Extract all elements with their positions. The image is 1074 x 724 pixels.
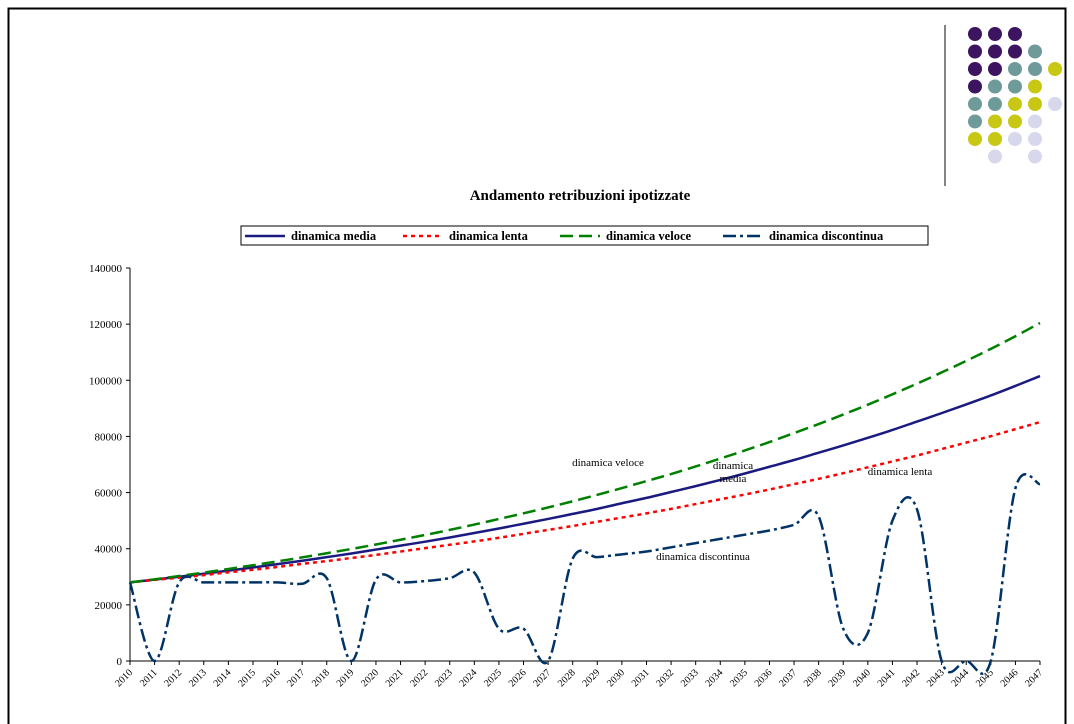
dot bbox=[988, 150, 1002, 164]
y-tick-label: 100000 bbox=[89, 375, 123, 387]
legend-label: dinamica discontinua bbox=[769, 229, 884, 243]
annotation: dinamica veloce bbox=[572, 457, 644, 469]
y-tick-label: 0 bbox=[117, 656, 123, 668]
y-tick-label: 140000 bbox=[89, 263, 123, 275]
slide-border bbox=[9, 9, 1066, 724]
dot bbox=[968, 132, 982, 146]
dot bbox=[1028, 132, 1042, 146]
dot bbox=[1028, 80, 1042, 94]
dot bbox=[1008, 115, 1022, 129]
chart-title: Andamento retribuzioni ipotizzate bbox=[470, 188, 691, 204]
y-tick-label: 120000 bbox=[89, 319, 123, 331]
dot bbox=[988, 115, 1002, 129]
dot bbox=[968, 27, 982, 41]
page: {"chart_data": {"type": "line", "title":… bbox=[0, 0, 1074, 724]
dot bbox=[988, 132, 1002, 146]
dot bbox=[1008, 62, 1022, 76]
legend-label: dinamica media bbox=[291, 229, 377, 243]
y-tick-label: 40000 bbox=[95, 544, 123, 556]
legend-label: dinamica veloce bbox=[606, 229, 692, 243]
annotation: dinamica bbox=[713, 460, 753, 472]
y-tick-label: 60000 bbox=[95, 488, 123, 500]
annotation: media bbox=[720, 473, 747, 485]
dot bbox=[1008, 27, 1022, 41]
annotation: dinamica lenta bbox=[868, 466, 933, 478]
dot bbox=[1028, 45, 1042, 59]
dot bbox=[988, 62, 1002, 76]
dot bbox=[1008, 132, 1022, 146]
dot bbox=[1028, 97, 1042, 111]
dot bbox=[988, 80, 1002, 94]
y-tick-label: 20000 bbox=[95, 600, 123, 612]
dot bbox=[968, 97, 982, 111]
dot bbox=[1008, 45, 1022, 59]
dot bbox=[988, 97, 1002, 111]
dot bbox=[1008, 80, 1022, 94]
y-tick-label: 80000 bbox=[95, 431, 123, 443]
dot bbox=[1028, 115, 1042, 129]
dot bbox=[1028, 150, 1042, 164]
dot bbox=[988, 27, 1002, 41]
dot bbox=[1048, 97, 1062, 111]
dot bbox=[968, 80, 982, 94]
dot bbox=[968, 115, 982, 129]
dot bbox=[1008, 97, 1022, 111]
annotation: dinamica discontinua bbox=[656, 551, 750, 563]
slide: Andamento retribuzioni ipotizzate 0 20000… bbox=[0, 0, 1074, 724]
dot bbox=[1028, 62, 1042, 76]
dot bbox=[1048, 62, 1062, 76]
dot bbox=[968, 45, 982, 59]
dot bbox=[988, 45, 1002, 59]
dot bbox=[968, 62, 982, 76]
legend-label: dinamica lenta bbox=[449, 229, 529, 243]
